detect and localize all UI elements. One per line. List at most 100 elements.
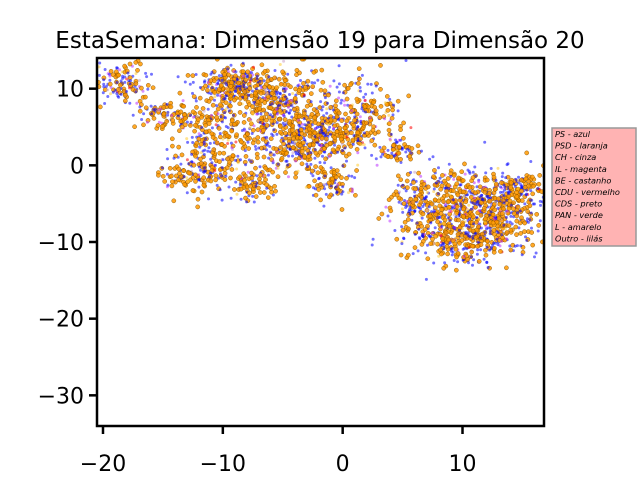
data-point xyxy=(460,189,466,195)
data-point xyxy=(248,80,252,83)
x-axis: −20 −10 0 10 xyxy=(80,426,477,477)
data-point xyxy=(356,66,362,71)
data-point xyxy=(354,146,360,152)
data-point xyxy=(276,76,282,82)
data-point xyxy=(299,154,303,158)
data-point xyxy=(526,220,530,224)
data-point xyxy=(177,171,182,176)
y-tick-label: −10 xyxy=(38,231,84,256)
data-point xyxy=(257,176,262,182)
data-point xyxy=(319,135,325,141)
data-point xyxy=(283,146,287,150)
y-tick-label: 0 xyxy=(70,154,84,179)
data-point xyxy=(504,176,508,180)
data-point xyxy=(401,183,405,187)
data-point xyxy=(348,144,354,149)
data-point xyxy=(339,175,344,180)
data-point xyxy=(461,206,466,212)
data-point xyxy=(386,121,392,126)
data-point xyxy=(320,80,326,85)
data-point xyxy=(263,165,269,171)
data-point xyxy=(244,104,249,110)
data-point xyxy=(214,123,218,127)
data-point xyxy=(536,229,540,233)
data-point xyxy=(250,71,253,75)
data-point xyxy=(504,215,508,219)
data-point xyxy=(254,184,258,188)
data-point xyxy=(239,139,244,145)
data-point xyxy=(111,90,115,94)
data-point xyxy=(269,189,274,195)
data-point xyxy=(470,175,476,180)
data-point xyxy=(353,115,357,119)
data-point xyxy=(274,90,278,94)
data-point xyxy=(467,170,471,174)
data-point xyxy=(271,159,275,163)
data-point xyxy=(406,93,412,99)
data-point xyxy=(487,198,493,204)
data-point xyxy=(164,119,169,124)
data-point xyxy=(371,100,377,105)
data-point xyxy=(445,251,450,257)
data-point xyxy=(412,245,418,250)
data-point xyxy=(218,188,222,192)
data-point xyxy=(500,175,504,179)
data-point xyxy=(411,252,415,256)
data-point xyxy=(220,198,224,202)
data-point xyxy=(514,194,520,199)
data-point xyxy=(492,187,498,192)
data-point xyxy=(483,252,489,258)
data-point xyxy=(305,162,309,166)
data-point xyxy=(246,74,249,78)
data-point xyxy=(277,95,281,99)
data-point xyxy=(294,93,298,97)
data-point xyxy=(219,141,225,147)
data-point xyxy=(85,75,89,79)
data-point xyxy=(438,211,444,216)
data-point xyxy=(207,197,210,201)
data-point xyxy=(216,81,220,85)
data-point xyxy=(259,86,263,90)
data-point xyxy=(198,145,202,149)
data-point xyxy=(255,112,259,116)
data-point xyxy=(492,241,496,245)
data-point xyxy=(433,233,439,239)
data-point xyxy=(469,191,473,195)
data-point xyxy=(386,214,390,218)
data-point xyxy=(440,236,446,242)
data-point xyxy=(143,105,149,111)
data-point xyxy=(242,85,246,89)
data-point xyxy=(398,252,404,258)
data-point xyxy=(287,111,291,115)
data-point xyxy=(413,209,417,213)
data-point xyxy=(238,183,242,187)
data-point xyxy=(273,188,278,194)
data-point xyxy=(225,87,229,91)
data-point xyxy=(128,101,132,105)
data-point xyxy=(482,257,486,261)
data-point xyxy=(488,248,492,252)
data-point xyxy=(315,141,319,145)
data-point xyxy=(244,136,250,142)
data-point xyxy=(259,115,265,121)
legend-entry: CDU - vermelho xyxy=(555,187,620,197)
data-point xyxy=(176,144,181,150)
data-point xyxy=(187,179,191,183)
data-point xyxy=(230,146,234,150)
data-point xyxy=(258,79,262,83)
data-point xyxy=(220,174,223,178)
data-point xyxy=(339,207,345,212)
data-point xyxy=(214,163,217,167)
data-point xyxy=(256,185,261,191)
data-point xyxy=(206,107,210,111)
data-point xyxy=(275,174,281,179)
data-point xyxy=(456,217,461,223)
data-point xyxy=(337,64,341,68)
data-point xyxy=(349,130,354,135)
data-point xyxy=(509,203,513,207)
data-point xyxy=(177,90,183,96)
data-point xyxy=(514,232,519,237)
data-point xyxy=(355,127,359,131)
data-point xyxy=(499,211,505,216)
